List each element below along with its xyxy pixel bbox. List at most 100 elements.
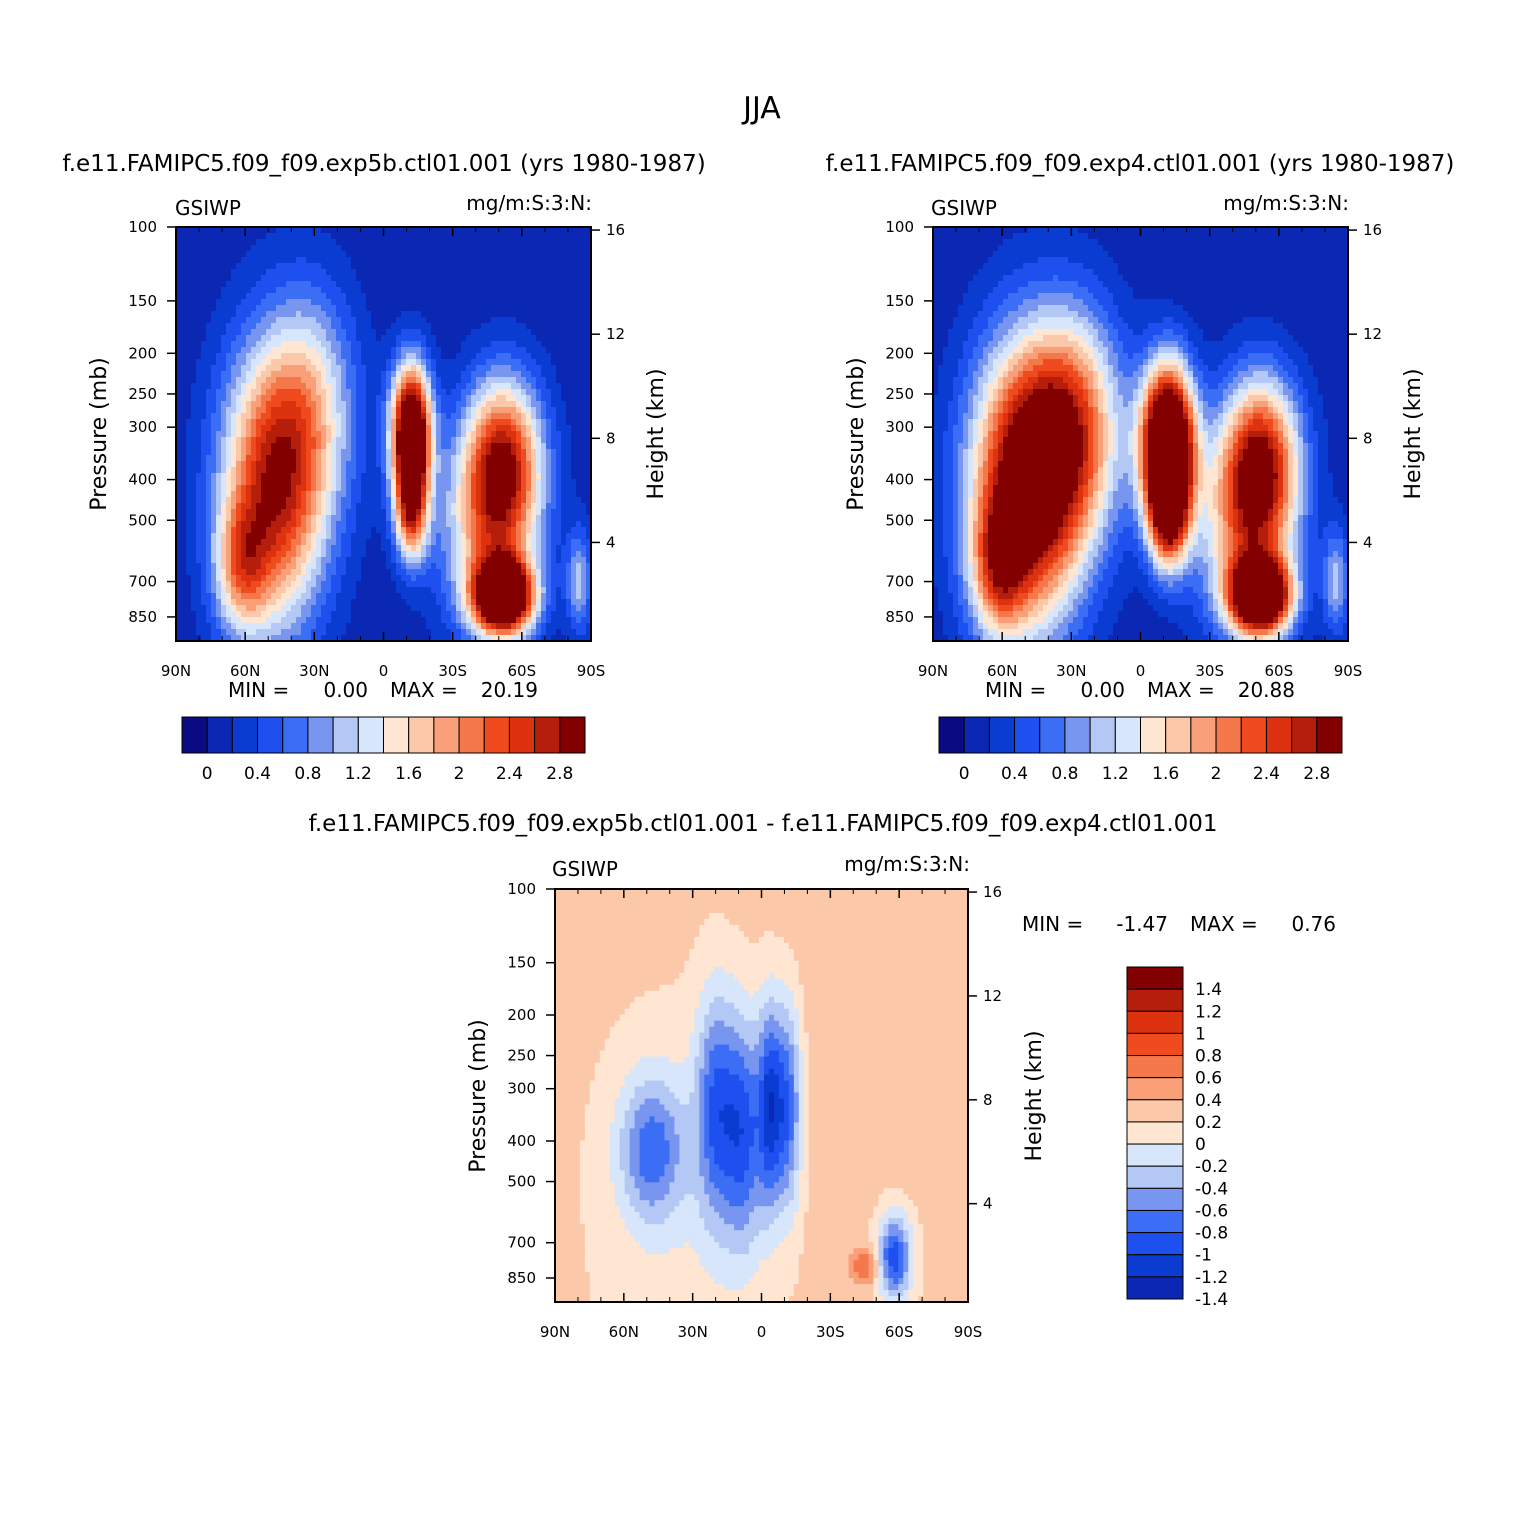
field-cell bbox=[486, 275, 492, 282]
field-cell bbox=[476, 299, 482, 306]
field-cell bbox=[216, 341, 222, 348]
field-cell bbox=[276, 395, 282, 402]
field-cell bbox=[466, 275, 472, 282]
field-cell bbox=[216, 557, 222, 564]
field-cell bbox=[181, 515, 187, 522]
field-cell bbox=[441, 269, 447, 276]
field-cell bbox=[581, 473, 587, 480]
field-cell bbox=[291, 317, 297, 324]
field-cell bbox=[476, 395, 482, 402]
field-cell bbox=[501, 425, 507, 432]
field-cell bbox=[411, 389, 417, 396]
field-cell bbox=[466, 437, 472, 444]
field-cell bbox=[201, 239, 207, 246]
field-cell bbox=[501, 569, 507, 576]
field-cell bbox=[516, 419, 522, 426]
field-cell bbox=[176, 455, 182, 462]
field-cell bbox=[271, 425, 277, 432]
field-cell bbox=[406, 359, 412, 366]
field-cell bbox=[516, 395, 522, 402]
field-cell bbox=[536, 281, 542, 288]
field-cell bbox=[331, 419, 337, 426]
field-cell bbox=[226, 275, 232, 282]
field-cell bbox=[546, 305, 552, 312]
field-cell bbox=[366, 485, 372, 492]
field-cell bbox=[256, 473, 262, 480]
field-cell bbox=[221, 383, 227, 390]
field-cell bbox=[581, 251, 587, 258]
field-cell bbox=[481, 359, 487, 366]
field-cell bbox=[216, 389, 222, 396]
field-cell bbox=[411, 557, 417, 564]
field-cell bbox=[331, 269, 337, 276]
field-cell bbox=[326, 431, 332, 438]
field-cell bbox=[261, 539, 267, 546]
field-cell bbox=[236, 305, 242, 312]
field-cell bbox=[491, 467, 497, 474]
field-cell bbox=[266, 263, 272, 270]
field-cell bbox=[491, 287, 497, 294]
field-cell bbox=[451, 299, 457, 306]
field-cell bbox=[276, 299, 282, 306]
field-cell bbox=[371, 431, 377, 438]
field-cell bbox=[236, 575, 242, 582]
field-cell bbox=[546, 533, 552, 540]
field-cell bbox=[216, 461, 222, 468]
field-cell bbox=[406, 467, 412, 474]
field-cell bbox=[481, 341, 487, 348]
field-cell bbox=[506, 545, 512, 552]
field-cell bbox=[481, 365, 487, 372]
field-cell bbox=[356, 353, 362, 360]
field-cell bbox=[411, 263, 417, 270]
field-cell bbox=[336, 323, 342, 330]
field-cell bbox=[561, 455, 567, 462]
field-cell bbox=[356, 341, 362, 348]
field-cell bbox=[581, 389, 587, 396]
field-cell bbox=[426, 437, 432, 444]
field-cell bbox=[176, 545, 182, 552]
field-cell bbox=[316, 413, 322, 420]
field-cell bbox=[386, 269, 392, 276]
field-cell bbox=[261, 365, 267, 372]
field-cell bbox=[491, 563, 497, 570]
field-cell bbox=[501, 437, 507, 444]
field-cell bbox=[296, 395, 302, 402]
field-cell bbox=[331, 401, 337, 408]
field-cell bbox=[181, 371, 187, 378]
field-cell bbox=[321, 377, 327, 384]
field-cell bbox=[256, 281, 262, 288]
field-cell bbox=[491, 545, 497, 552]
field-cell bbox=[311, 419, 317, 426]
field-cell bbox=[246, 515, 252, 522]
field-cell bbox=[341, 359, 347, 366]
field-cell bbox=[381, 233, 387, 240]
field-cell bbox=[451, 281, 457, 288]
field-cell bbox=[511, 275, 517, 282]
field-cell bbox=[456, 311, 462, 318]
field-cell bbox=[301, 575, 307, 582]
field-cell bbox=[261, 575, 267, 582]
field-cell bbox=[186, 473, 192, 480]
field-cell bbox=[381, 353, 387, 360]
field-cell bbox=[521, 581, 527, 588]
field-cell bbox=[236, 281, 242, 288]
field-cell bbox=[466, 239, 472, 246]
field-cell bbox=[316, 509, 322, 516]
field-cell bbox=[196, 455, 202, 462]
field-cell bbox=[486, 335, 492, 342]
field-cell bbox=[566, 509, 572, 516]
field-cell bbox=[196, 305, 202, 312]
field-cell bbox=[271, 437, 277, 444]
field-cell bbox=[281, 545, 287, 552]
field-cell bbox=[501, 227, 507, 234]
field-cell bbox=[431, 323, 437, 330]
field-cell bbox=[566, 395, 572, 402]
field-cell bbox=[241, 539, 247, 546]
field-cell bbox=[186, 329, 192, 336]
field-cell bbox=[301, 467, 307, 474]
field-cell bbox=[421, 383, 427, 390]
field-cell bbox=[251, 401, 257, 408]
field-cell bbox=[576, 275, 582, 282]
field-cell bbox=[256, 563, 262, 570]
field-cell bbox=[486, 407, 492, 414]
